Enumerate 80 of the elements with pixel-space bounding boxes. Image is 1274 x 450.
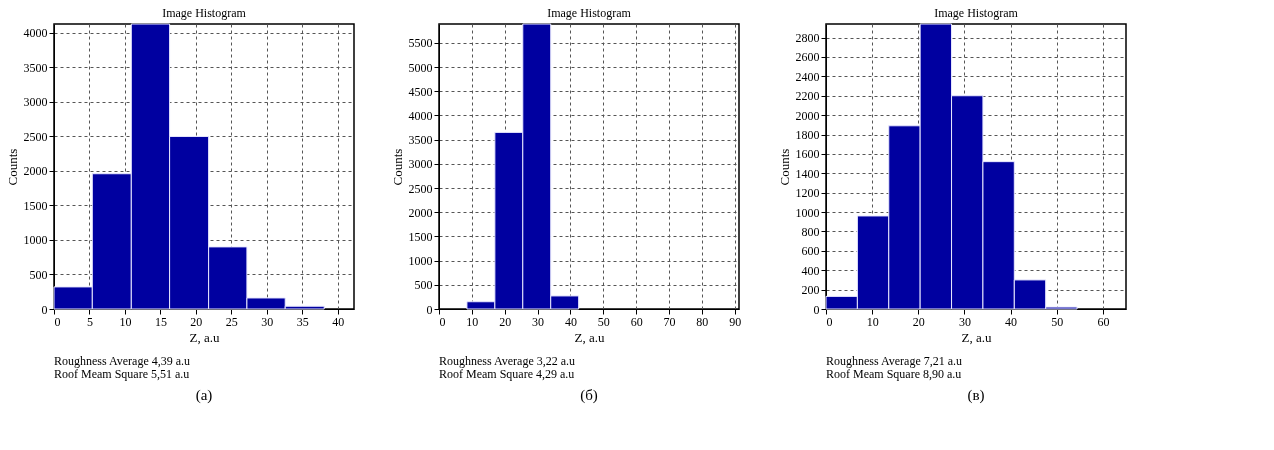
x-tick-label: 30 <box>532 314 545 329</box>
x-tick-label: 60 <box>630 314 643 329</box>
text: Roughness Average 7,21 a.u <box>826 354 963 368</box>
y-tick-label: 4000 <box>408 108 433 123</box>
y-tick-label: 2600 <box>795 50 820 65</box>
y-tick-label: 3500 <box>408 133 433 148</box>
x-tick-label: 40 <box>564 314 577 329</box>
y-tick-label: 1600 <box>795 147 820 162</box>
text: Roughness Average 4,39 a.u <box>54 354 191 368</box>
x-tick-label: 0 <box>826 314 833 329</box>
y-tick-label: 2200 <box>795 89 820 104</box>
text: (в) <box>967 387 985 404</box>
text: Roughness Average 3,22 a.u <box>439 354 576 368</box>
y-tick-label: 5000 <box>408 60 433 75</box>
y-tick-label: 500 <box>414 278 433 293</box>
y-tick-label: 3500 <box>23 60 48 75</box>
text: Roof Meam Square 5,51 a.u <box>54 367 190 381</box>
y-tick-label: 2000 <box>408 205 433 220</box>
y-axis-title: Counts <box>389 148 405 186</box>
text: Roof Meam Square 4,29 a.u <box>439 367 575 381</box>
y-tick-label: 800 <box>801 224 820 239</box>
x-tick-label: 0 <box>54 314 61 329</box>
y-tick-label: 2000 <box>795 108 820 123</box>
x-tick-label: 15 <box>154 314 167 329</box>
x-tick-label: 40 <box>1005 314 1018 329</box>
y-tick-label: 4000 <box>23 26 48 41</box>
y-tick-label: 400 <box>801 263 820 278</box>
y-tick-label: 3000 <box>408 157 433 172</box>
y-tick-label: 2000 <box>23 164 48 179</box>
y-tick-label: 2400 <box>795 69 820 84</box>
y-tick-label: 2800 <box>795 31 820 46</box>
chart-title: Image Histogram <box>547 5 632 20</box>
x-tick-label: 25 <box>225 314 238 329</box>
chart-title: Image Histogram <box>162 5 247 20</box>
y-tick-label: 0 <box>41 302 48 317</box>
x-tick-label: 30 <box>958 314 971 329</box>
x-tick-label: 90 <box>729 314 742 329</box>
x-tick-label: 10 <box>119 314 132 329</box>
x-tick-label: 30 <box>261 314 274 329</box>
y-tick-label: 1800 <box>795 128 820 143</box>
y-axis-title: Counts <box>776 148 792 186</box>
x-tick-label: 10 <box>866 314 879 329</box>
y-tick-label: 2500 <box>23 129 48 144</box>
y-tick-label: 1000 <box>23 233 48 248</box>
x-tick-label: 70 <box>663 314 676 329</box>
text: Roof Meam Square 8,90 a.u <box>826 367 962 381</box>
y-tick-label: 1000 <box>795 205 820 220</box>
y-tick-label: 600 <box>801 244 820 259</box>
y-tick-label: 4500 <box>408 84 433 99</box>
y-tick-label: 1400 <box>795 166 820 181</box>
x-tick-label: 50 <box>1051 314 1064 329</box>
y-tick-label: 0 <box>426 302 433 317</box>
x-tick-label: 20 <box>190 314 203 329</box>
x-tick-label: 50 <box>597 314 610 329</box>
x-tick-label: 35 <box>296 314 309 329</box>
y-axis-title: Counts <box>4 148 20 186</box>
y-tick-label: 0 <box>813 302 820 317</box>
x-tick-label: 5 <box>86 314 93 329</box>
x-tick-label: 60 <box>1097 314 1110 329</box>
x-tick-label: 0 <box>439 314 446 329</box>
y-tick-label: 1500 <box>23 198 48 213</box>
x-tick-label: 40 <box>332 314 345 329</box>
x-axis-title: Z, a.u <box>189 329 220 345</box>
x-axis-title: Z, a.u <box>574 329 605 345</box>
y-tick-label: 1200 <box>795 186 820 201</box>
x-axis-title: Z, a.u <box>961 329 992 345</box>
y-tick-label: 500 <box>29 268 48 282</box>
x-tick-label: 20 <box>499 314 512 329</box>
y-tick-label: 200 <box>801 283 820 298</box>
y-tick-label: 1500 <box>408 229 433 244</box>
y-tick-label: 2500 <box>408 181 433 196</box>
y-tick-label: 3000 <box>23 95 48 110</box>
text: (б) <box>580 387 598 404</box>
text: (a) <box>195 387 213 404</box>
x-tick-label: 20 <box>912 314 925 329</box>
chart-title: Image Histogram <box>934 5 1019 20</box>
x-tick-label: 10 <box>466 314 479 329</box>
y-tick-label: 1000 <box>408 254 433 269</box>
y-tick-label: 5500 <box>408 36 433 51</box>
x-tick-label: 80 <box>696 314 709 329</box>
